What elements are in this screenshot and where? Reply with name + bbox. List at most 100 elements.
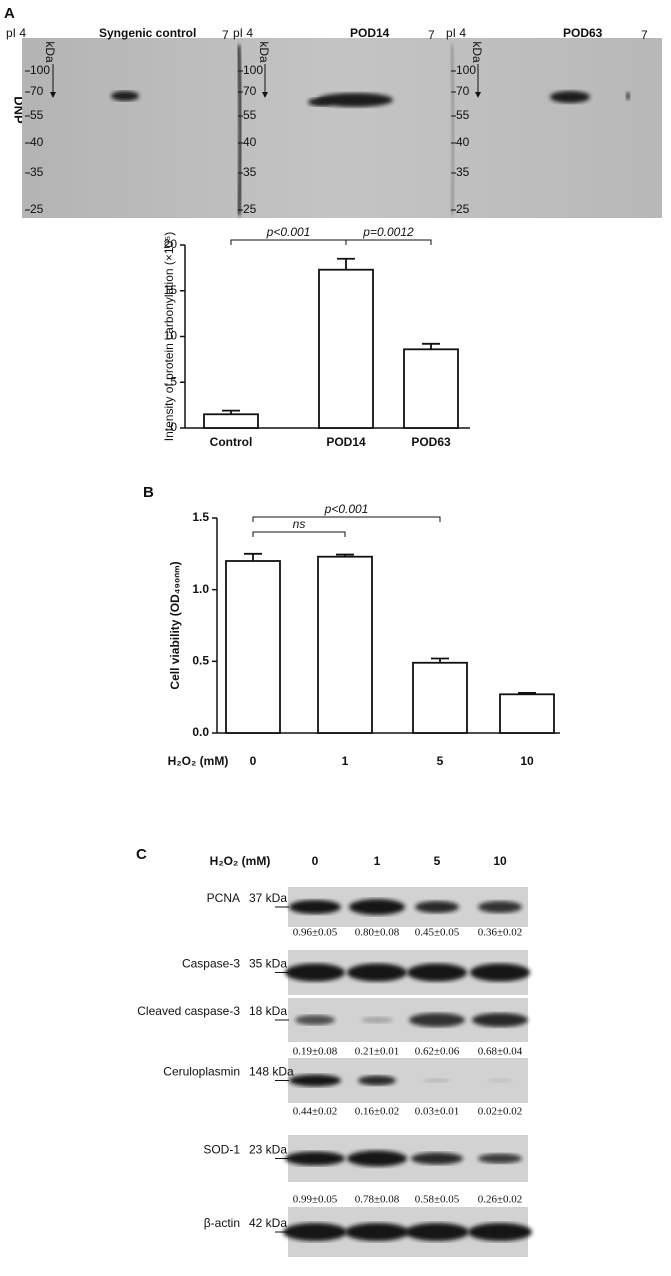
pi-label: 7 [641, 28, 648, 42]
y-tick-label: 0.5 [192, 654, 209, 668]
x-tick-label: POD63 [411, 435, 451, 449]
protein-spot [111, 91, 139, 101]
significance-label: p=0.0012 [362, 225, 414, 239]
blot-band [361, 1017, 393, 1023]
blot-band [347, 963, 407, 982]
bar [403, 348, 459, 429]
bar [203, 413, 259, 429]
quant-label: 0.99±0.05 [293, 1194, 338, 1206]
significance-bracket [230, 239, 347, 245]
gel-title: Syngenic control [99, 26, 196, 40]
marker-label: 55 [243, 108, 257, 122]
blot-band [347, 1150, 407, 1167]
dose-label: 5 [434, 854, 441, 868]
dose-label: 1 [374, 854, 381, 868]
quant-label: 0.62±0.06 [415, 1046, 460, 1058]
marker-label: 40 [456, 135, 470, 149]
marker-label: 25 [456, 202, 470, 216]
bar [499, 693, 555, 734]
treatment-label: H₂O₂ (mM) [210, 854, 271, 868]
protein-label: Ceruloplasmin [163, 1065, 240, 1079]
quant-label: 0.36±0.02 [478, 927, 523, 939]
blot-band [285, 1151, 345, 1166]
kda-label: 18 kDa [249, 1004, 287, 1018]
kda-label: kDa [470, 41, 484, 63]
bar [412, 661, 468, 734]
pi-label: 7 [428, 28, 435, 42]
protein-label: β-actin [204, 1216, 240, 1230]
significance-bracket [345, 239, 432, 245]
kda-label: 23 kDa [249, 1143, 287, 1157]
significance-label: p<0.001 [266, 225, 311, 239]
x-tick-label: 10 [520, 754, 534, 768]
blot-band [285, 963, 345, 982]
error-bar [518, 691, 536, 695]
arrow-head [475, 92, 481, 98]
quant-label: 0.02±0.02 [478, 1106, 523, 1118]
marker-label: 100 [456, 63, 476, 77]
quant-label: 0.80±0.08 [355, 927, 400, 939]
quant-label: 0.45±0.05 [415, 927, 460, 939]
kda-label: kDa [257, 41, 271, 63]
gel-streak [235, 44, 244, 216]
marker-label: 40 [243, 135, 257, 149]
bar [318, 268, 374, 429]
x-tick-label: POD14 [326, 435, 366, 449]
marker-label: 55 [456, 108, 470, 122]
quant-label: 0.58±0.05 [415, 1194, 460, 1206]
significance-bracket [252, 516, 441, 522]
blot-band [468, 1223, 532, 1241]
x-tick-label: 5 [437, 754, 444, 768]
panel-label: C [136, 846, 147, 863]
error-bar [431, 657, 449, 663]
blot-band [472, 1013, 528, 1027]
blot-band [295, 1015, 335, 1025]
gel-streak [449, 44, 456, 216]
x-axis-label: H₂O₂ (mM) [168, 754, 229, 768]
panel-label: B [143, 484, 154, 501]
x-tick-label: 0 [250, 754, 257, 768]
blot-band [470, 963, 530, 982]
protein-spot [308, 98, 332, 106]
protein-spot [626, 92, 630, 100]
marker-label: 40 [30, 135, 44, 149]
pi-label: 7 [222, 28, 229, 42]
quant-label: 0.44±0.02 [293, 1106, 338, 1118]
bar [317, 555, 373, 734]
blot-band [345, 1223, 409, 1241]
protein-spot [550, 91, 590, 103]
error-bar [222, 409, 240, 415]
marker-label: 35 [456, 165, 470, 179]
kda-label: 37 kDa [249, 891, 287, 905]
pi-label: pI 4 [446, 26, 466, 40]
y-tick-label: 0 [170, 420, 177, 434]
y-tick-label: 1.0 [192, 582, 209, 596]
gel-title: POD14 [350, 26, 390, 40]
blot-band [478, 1153, 522, 1164]
marker-label: 100 [30, 63, 50, 77]
kda-label: 148 kDa [249, 1065, 294, 1079]
marker-label: 55 [30, 108, 44, 122]
blot-band [289, 900, 341, 914]
quant-label: 0.16±0.02 [355, 1106, 400, 1118]
quant-label: 0.96±0.05 [293, 927, 338, 939]
blot-band [358, 1075, 396, 1086]
arrow-head [262, 92, 268, 98]
bar [225, 560, 281, 734]
protein-label: SOD-1 [203, 1143, 240, 1157]
quant-label: 0.78±0.08 [355, 1194, 400, 1206]
error-bar [422, 342, 440, 350]
dose-label: 0 [312, 854, 319, 868]
kda-label: 35 kDa [249, 957, 287, 971]
y-tick-label: 1.5 [192, 510, 209, 524]
quant-label: 0.19±0.08 [293, 1046, 338, 1058]
quant-label: 0.26±0.02 [478, 1194, 523, 1206]
pi-label: pI 4 [6, 26, 26, 40]
dose-label: 10 [493, 854, 507, 868]
y-tick-label: 0.0 [192, 725, 209, 739]
kda-label: 42 kDa [249, 1216, 287, 1230]
quant-label: 0.21±0.01 [355, 1046, 400, 1058]
blot-band [409, 1013, 465, 1027]
y-tick-label: 10 [164, 329, 178, 343]
